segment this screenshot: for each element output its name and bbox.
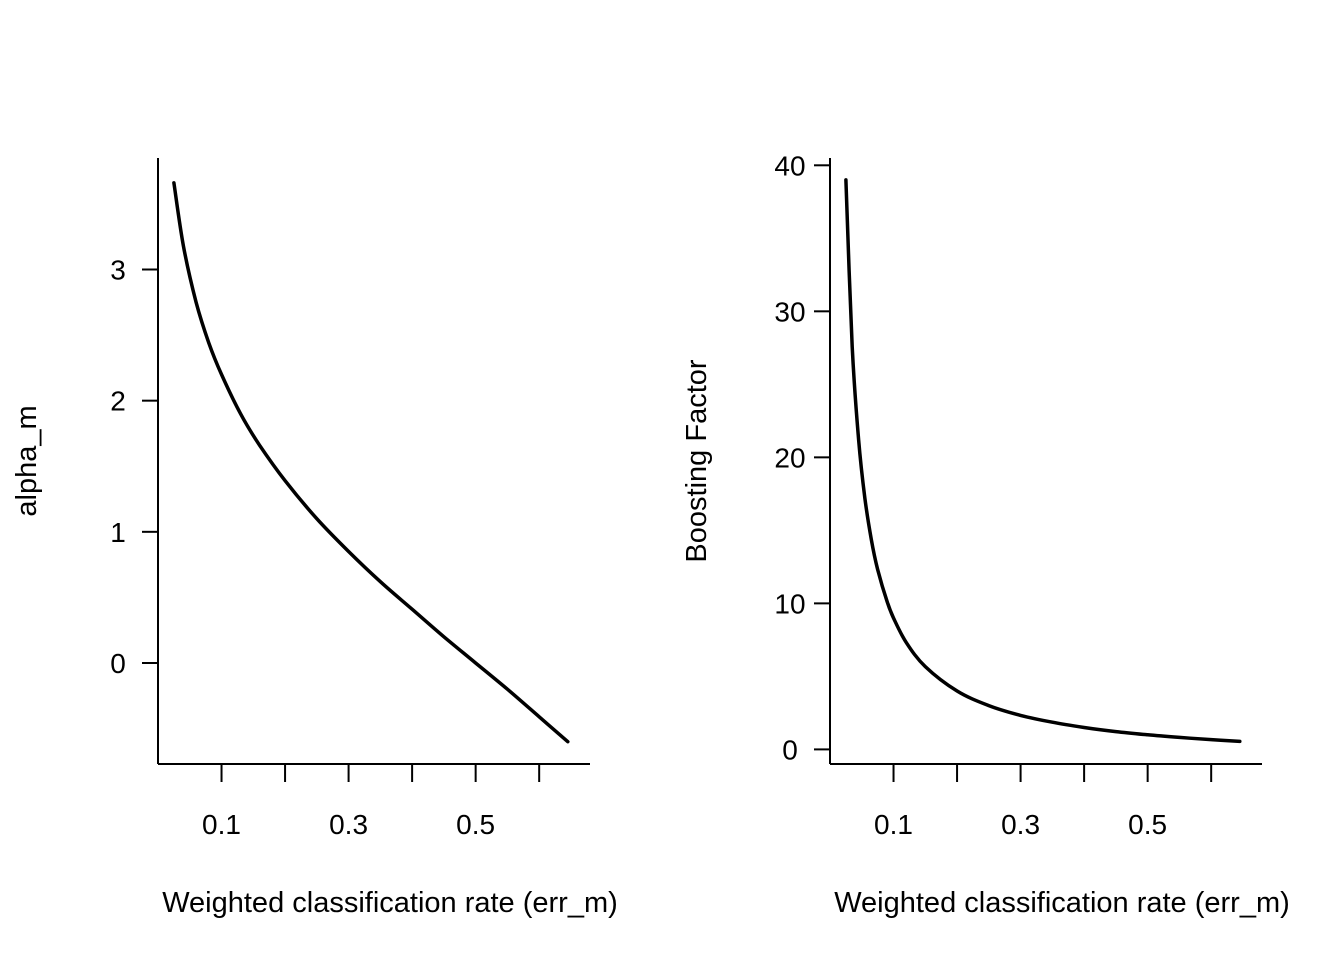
x-tick-label: 0.5 [456, 809, 495, 840]
x-tick-label: 0.1 [202, 809, 241, 840]
right-panel: 0 10 20 30 40 0.1 0.3 0.5 Weighted classificatio… [681, 150, 1290, 919]
y-axis-title: alpha_m [11, 405, 43, 516]
x-tick-label: 0.1 [874, 809, 913, 840]
y-tick-label: 1 [110, 517, 126, 548]
y-axis-title: Boosting Factor [681, 359, 713, 562]
left-panel: 0 1 2 3 0.1 0.3 0.5 Weighted classification rat… [11, 158, 618, 919]
y-tick-label: 2 [110, 386, 126, 417]
x-tick-label: 0.3 [329, 809, 368, 840]
x-tick-label: 0.3 [1001, 809, 1040, 840]
y-tick-label: 40 [774, 150, 805, 181]
y-tick-label: 0 [110, 648, 126, 679]
y-tick-label: 0 [782, 734, 798, 765]
series-line [172, 181, 570, 744]
y-tick-label: 10 [774, 588, 805, 619]
y-tick-label: 30 [774, 296, 805, 327]
y-tick-label: 3 [110, 254, 126, 285]
x-axis-title: Weighted classification rate (err_m) [162, 887, 618, 919]
x-tick-label: 0.5 [1128, 809, 1167, 840]
x-axis-title: Weighted classification rate (err_m) [834, 887, 1290, 919]
series-line [844, 178, 1242, 744]
y-tick-label: 20 [774, 442, 805, 473]
